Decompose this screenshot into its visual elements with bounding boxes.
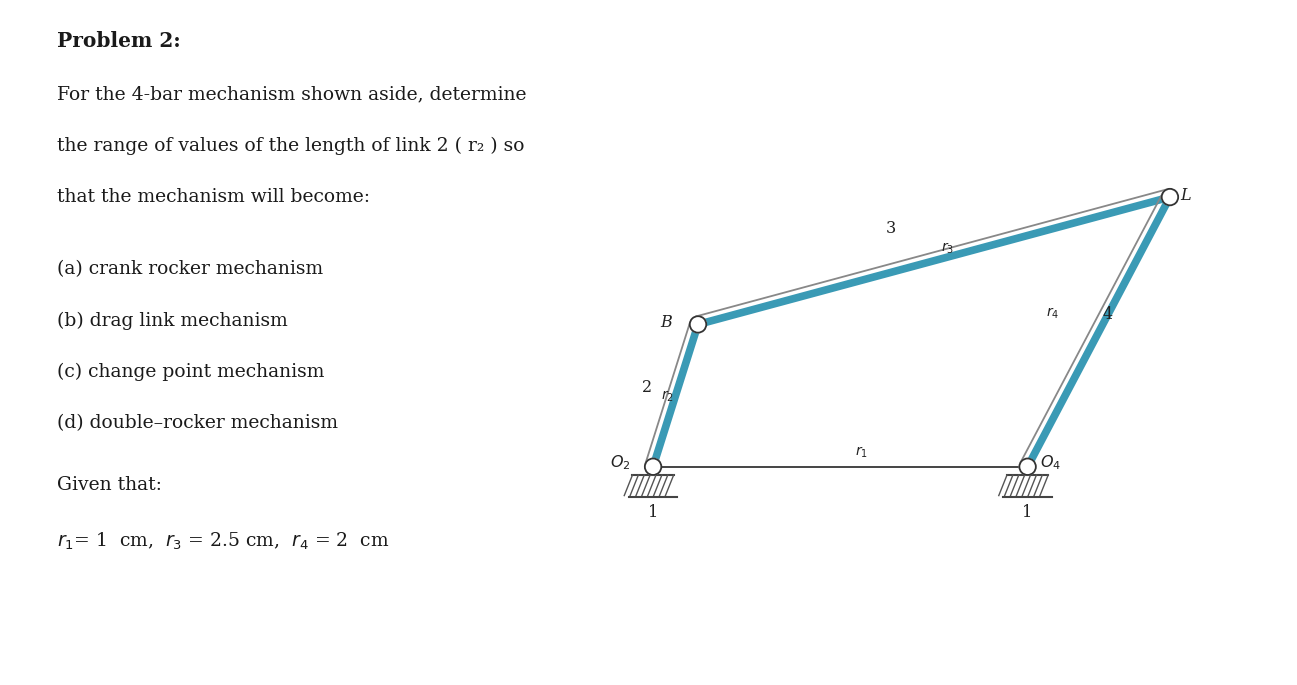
Text: $r_1$= 1  cm,  $r_3$ = 2.5 cm,  $r_4$ = 2  cm: $r_1$= 1 cm, $r_3$ = 2.5 cm, $r_4$ = 2 c…	[57, 531, 389, 552]
Text: $r_4$: $r_4$	[1047, 306, 1060, 321]
Text: $r_3$: $r_3$	[942, 240, 955, 256]
Text: $O_4$: $O_4$	[1040, 453, 1061, 473]
Text: Problem 2:: Problem 2:	[57, 31, 180, 51]
Text: 1: 1	[648, 504, 658, 521]
Text: Given that:: Given that:	[57, 476, 162, 494]
Text: (c) change point mechanism: (c) change point mechanism	[57, 363, 324, 382]
Text: that the mechanism will become:: that the mechanism will become:	[57, 188, 370, 206]
Text: 1: 1	[1022, 504, 1032, 521]
Text: $r_2$: $r_2$	[660, 388, 673, 403]
Circle shape	[1162, 189, 1178, 205]
Text: 3: 3	[886, 220, 895, 236]
Text: $O_2$: $O_2$	[610, 453, 630, 473]
Text: (a) crank rocker mechanism: (a) crank rocker mechanism	[57, 260, 323, 278]
Text: For the 4-bar mechanism shown aside, determine: For the 4-bar mechanism shown aside, det…	[57, 86, 527, 103]
Text: 2: 2	[642, 379, 652, 396]
Text: B: B	[660, 314, 672, 331]
Text: (b) drag link mechanism: (b) drag link mechanism	[57, 312, 288, 330]
Circle shape	[645, 458, 661, 475]
Text: (d) double–rocker mechanism: (d) double–rocker mechanism	[57, 414, 339, 432]
Circle shape	[1019, 458, 1036, 475]
Circle shape	[690, 316, 707, 333]
Text: L: L	[1180, 187, 1191, 203]
Text: the range of values of the length of link 2 ( r₂ ) so: the range of values of the length of lin…	[57, 137, 524, 155]
Text: 4: 4	[1102, 306, 1113, 323]
Text: $r_1$: $r_1$	[855, 445, 868, 460]
